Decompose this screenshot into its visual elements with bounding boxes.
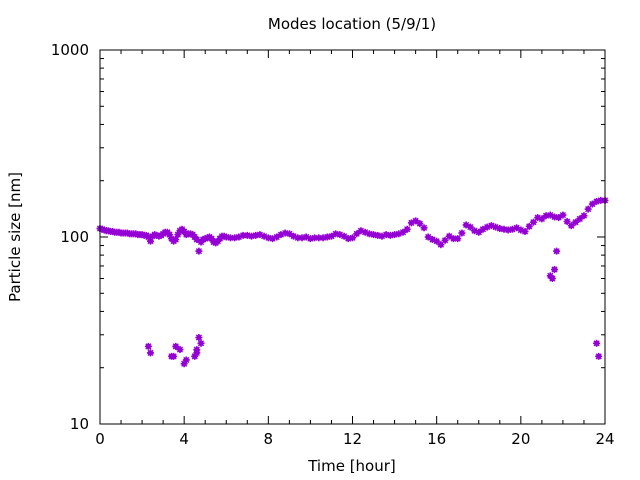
x-axis-label: Time [hour] — [307, 457, 396, 475]
data-point — [399, 228, 407, 236]
data-point — [595, 352, 603, 360]
y-tick-label: 100 — [60, 228, 89, 246]
data-point — [176, 346, 184, 354]
data-point — [197, 339, 205, 347]
data-point — [193, 346, 201, 354]
data-point — [475, 228, 483, 236]
plot-frame — [99, 49, 606, 425]
x-tick-label: 20 — [511, 430, 530, 448]
x-tick-label: 24 — [595, 430, 614, 448]
data-point — [231, 234, 239, 242]
data-point — [147, 349, 154, 357]
x-tick-label: 4 — [179, 430, 189, 448]
y-axis-label: Particle size [nm] — [6, 172, 24, 302]
data-point — [353, 230, 361, 238]
x-tick-label: 12 — [343, 430, 362, 448]
data-point — [170, 352, 178, 360]
data-points — [96, 196, 609, 368]
data-point — [593, 339, 601, 347]
y-tick-label: 10 — [70, 415, 89, 433]
data-point — [508, 225, 516, 233]
data-point — [538, 215, 546, 223]
data-point — [521, 228, 529, 236]
data-point — [454, 235, 462, 243]
data-point — [172, 342, 180, 350]
data-point — [529, 218, 537, 226]
data-point — [553, 247, 561, 255]
data-point — [588, 200, 596, 208]
data-point — [458, 229, 466, 237]
data-point — [548, 274, 556, 282]
data-point — [580, 212, 588, 220]
data-point — [403, 225, 411, 233]
data-point — [525, 222, 533, 230]
data-point — [466, 223, 474, 231]
data-point — [437, 241, 445, 249]
x-tick-label: 16 — [427, 430, 446, 448]
data-point — [584, 205, 592, 213]
data-point — [273, 233, 281, 241]
data-point — [563, 218, 571, 226]
x-tick-label: 8 — [264, 430, 274, 448]
data-point — [576, 215, 584, 223]
x-tick-label: 0 — [95, 430, 105, 448]
chart-title: Modes location (5/9/1) — [268, 15, 436, 33]
data-point — [182, 356, 190, 364]
axis-ticks: 0 4 8 12 16 20 24 10 100 1000 — [51, 41, 615, 448]
data-point — [420, 224, 428, 232]
data-point — [195, 247, 203, 255]
data-point — [144, 342, 152, 350]
data-point — [559, 211, 567, 219]
data-point — [513, 224, 521, 232]
data-point — [551, 266, 558, 274]
data-point — [195, 334, 203, 342]
y-tick-label: 1000 — [51, 41, 89, 59]
